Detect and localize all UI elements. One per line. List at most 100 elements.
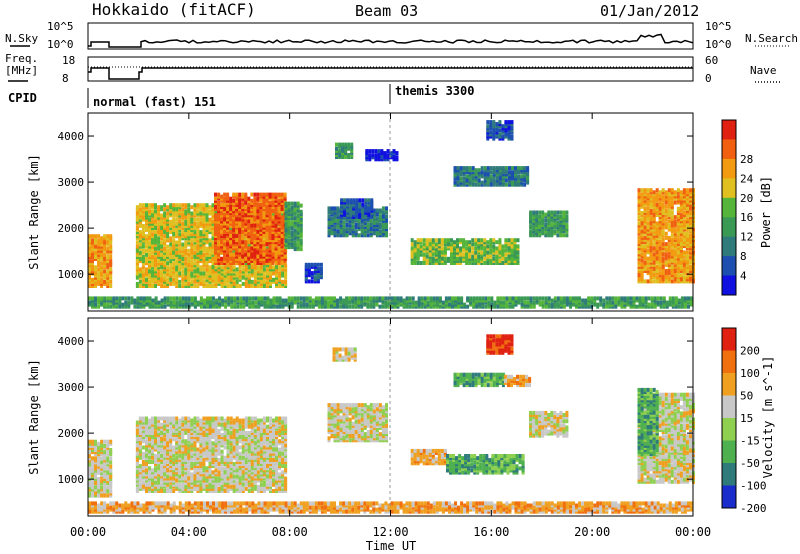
heatmap-cell: [643, 221, 647, 226]
heatmap-cell: [299, 203, 303, 208]
heatmap-cell: [247, 198, 251, 203]
heatmap-cell: [247, 234, 251, 238]
heatmap-cell: [370, 206, 374, 211]
heatmap-cell: [453, 174, 457, 179]
heatmap-cell: [327, 227, 331, 232]
heatmap-cell: [676, 250, 680, 255]
heatmap-cell: [661, 258, 665, 263]
heatmap-cell: [434, 256, 438, 261]
heatmap-cell: [664, 254, 668, 259]
heatmap-cell: [271, 227, 275, 232]
heatmap-cell: [370, 202, 374, 207]
heatmap-cell: [643, 190, 647, 195]
heatmap-cell: [181, 281, 185, 286]
heatmap-cell: [304, 269, 308, 273]
heatmap-cell: [97, 271, 101, 276]
heatmap-cell: [483, 252, 487, 257]
heatmap-cell: [643, 188, 647, 193]
heatmap-cell: [416, 250, 420, 255]
heatmap-cell: [495, 256, 499, 261]
heatmap-cell: [453, 172, 457, 177]
heatmap-cell: [220, 198, 224, 203]
heatmap-cell: [679, 277, 683, 282]
heatmap-cell: [664, 213, 668, 218]
heatmap-cell: [172, 207, 176, 212]
heatmap-cell: [103, 248, 107, 253]
heatmap-cell: [275, 298, 279, 303]
heatmap-cell: [206, 296, 209, 301]
heatmap-cell: [333, 300, 336, 305]
heatmap-cell: [468, 250, 472, 255]
heatmap-cell: [184, 203, 188, 208]
heatmap-cell: [495, 132, 499, 137]
heatmap-cell: [277, 261, 281, 265]
heatmap-cell: [247, 248, 251, 253]
heatmap-cell: [354, 300, 358, 305]
heatmap-cell: [682, 264, 686, 269]
heatmap-cell: [205, 217, 209, 222]
heatmap-cell: [229, 267, 233, 272]
heatmap-cell: [157, 261, 161, 266]
heatmap-cell: [109, 296, 113, 301]
heatmap-cell: [172, 217, 176, 222]
heatmap-cell: [190, 246, 194, 251]
heatmap-cell: [138, 284, 142, 288]
heatmap-cell: [235, 207, 239, 212]
heatmap-cell: [664, 252, 668, 257]
heatmap-cell: [211, 209, 215, 214]
heatmap-cell: [360, 225, 364, 229]
heatmap-cell: [187, 226, 191, 230]
heatmap-cell: [658, 246, 662, 251]
heatmap-cell: [151, 226, 154, 230]
heatmap-cell: [380, 149, 384, 154]
heatmap-cell: [100, 261, 104, 266]
heatmap-cell: [299, 234, 303, 239]
heatmap-cell: [172, 211, 176, 216]
heatmap-cell: [184, 223, 188, 228]
heatmap-cell: [689, 240, 692, 244]
heatmap-cell: [160, 205, 164, 210]
heatmap-cell: [151, 263, 154, 268]
heatmap-cell: [151, 261, 154, 266]
heatmap-cell: [664, 221, 668, 226]
heatmap-cell: [317, 298, 321, 303]
heatmap-cell: [327, 300, 330, 305]
heatmap-cell: [443, 242, 447, 247]
heatmap-cell: [284, 216, 288, 221]
heatmap-cell: [257, 304, 261, 309]
heatmap-cell: [370, 200, 374, 205]
heatmap-cell: [190, 279, 194, 284]
heatmap-cell: [658, 242, 662, 247]
heatmap-cell: [266, 298, 270, 303]
heatmap-cell: [135, 236, 139, 241]
heatmap-cell: [211, 263, 215, 268]
heatmap-cell: [649, 215, 653, 220]
heatmap-cell: [658, 271, 662, 276]
heatmap-cell: [275, 269, 278, 274]
heatmap-cell: [495, 250, 499, 255]
heatmap-cell: [372, 223, 376, 227]
heatmap-cell: [685, 227, 689, 232]
heatmap-cell: [187, 273, 191, 278]
heatmap-cell: [109, 284, 113, 288]
heatmap-cell: [339, 220, 343, 225]
heatmap-cell: [459, 252, 463, 257]
heatmap-cell: [302, 302, 306, 307]
heatmap-cell: [274, 229, 278, 234]
heatmap-cell: [166, 273, 170, 278]
heatmap-cell: [517, 166, 520, 171]
heatmap-cell: [230, 296, 234, 301]
heatmap-cell: [214, 258, 217, 263]
frequency-trace: [88, 67, 693, 80]
heatmap-cell: [498, 124, 502, 129]
heatmap-cell: [392, 153, 396, 158]
heatmap-cell: [676, 194, 680, 199]
heatmap-cell: [352, 200, 356, 205]
heatmap-cell: [163, 217, 167, 222]
heatmap-cell: [178, 236, 182, 241]
heatmap-cell: [166, 238, 170, 243]
heatmap-cell: [259, 213, 263, 218]
heatmap-cell: [223, 234, 227, 238]
heatmap-cell: [181, 244, 185, 249]
heatmap-cell: [471, 176, 475, 181]
